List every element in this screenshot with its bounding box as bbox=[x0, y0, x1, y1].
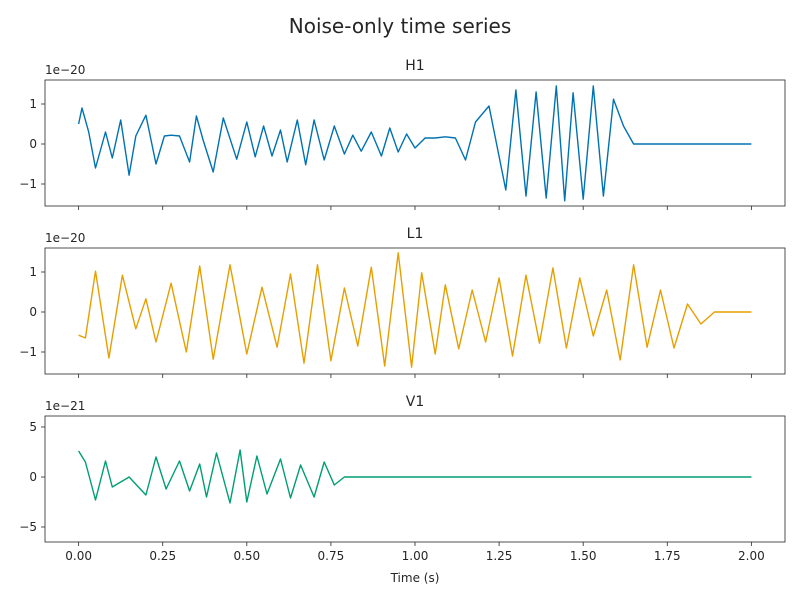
y-tick-label-l1-1: 0 bbox=[29, 305, 37, 319]
x-tick-label-2: 0.50 bbox=[233, 549, 260, 563]
subplot-h1: H1 1e−20 −1 0 1 bbox=[19, 58, 786, 210]
tick-group-h1: −1 0 1 bbox=[19, 97, 752, 210]
x-tick-label-6: 1.50 bbox=[570, 549, 597, 563]
y-tick-label-v1-1: 0 bbox=[29, 470, 37, 484]
y-tick-label-v1-2: 5 bbox=[29, 420, 37, 434]
plot-area-l1 bbox=[44, 247, 786, 375]
x-tick-label-0: 0.00 bbox=[65, 549, 92, 563]
x-tick-label-5: 1.25 bbox=[486, 549, 513, 563]
series-line-l1 bbox=[78, 252, 752, 368]
y-tick-label-l1-0: −1 bbox=[19, 345, 37, 359]
tick-group-v1: −5 0 5 0.00 0.25 0.50 0.75 1.00 1.25 1.50 1.75 2.00 bbox=[19, 420, 764, 563]
x-tick-label-4: 1.00 bbox=[402, 549, 429, 563]
subplot-title-l1: L1 bbox=[407, 226, 424, 242]
y-tick-label-l1-2: 1 bbox=[29, 265, 37, 279]
subplot-v1: V1 1e−21 −5 0 5 0.00 0.25 0.50 0.75 1.00 1.25 1.5… bbox=[19, 394, 786, 563]
tick-group-l1: −1 0 1 bbox=[19, 265, 752, 378]
x-tick-label-1: 0.25 bbox=[149, 549, 176, 563]
y-offset-label-v1: 1e−21 bbox=[45, 399, 85, 413]
y-tick-label-h1-2: 1 bbox=[29, 97, 37, 111]
y-tick-label-h1-1: 0 bbox=[29, 137, 37, 151]
series-line-v1 bbox=[78, 449, 752, 504]
y-tick-label-v1-0: −5 bbox=[19, 520, 37, 534]
y-offset-label-h1: 1e−20 bbox=[45, 63, 85, 77]
subplot-l1: L1 1e−20 −1 0 1 bbox=[19, 226, 786, 378]
plot-area-v1 bbox=[44, 415, 786, 543]
x-tick-label-7: 1.75 bbox=[654, 549, 681, 563]
series-line-h1 bbox=[77, 85, 752, 202]
plot-area-h1 bbox=[44, 79, 786, 207]
x-tick-label-3: 0.75 bbox=[318, 549, 345, 563]
y-tick-label-h1-0: −1 bbox=[19, 177, 37, 191]
subplot-title-h1: H1 bbox=[405, 58, 424, 74]
figure-title: Noise-only time series bbox=[289, 14, 512, 38]
y-offset-label-l1: 1e−20 bbox=[45, 231, 85, 245]
subplot-title-v1: V1 bbox=[406, 394, 424, 410]
x-tick-label-8: 2.00 bbox=[738, 549, 765, 563]
x-axis-label: Time (s) bbox=[390, 571, 440, 585]
